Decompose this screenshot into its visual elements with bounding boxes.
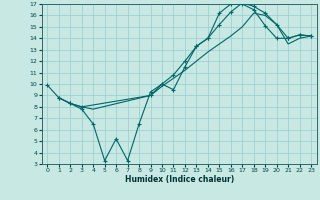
X-axis label: Humidex (Indice chaleur): Humidex (Indice chaleur) — [124, 175, 234, 184]
